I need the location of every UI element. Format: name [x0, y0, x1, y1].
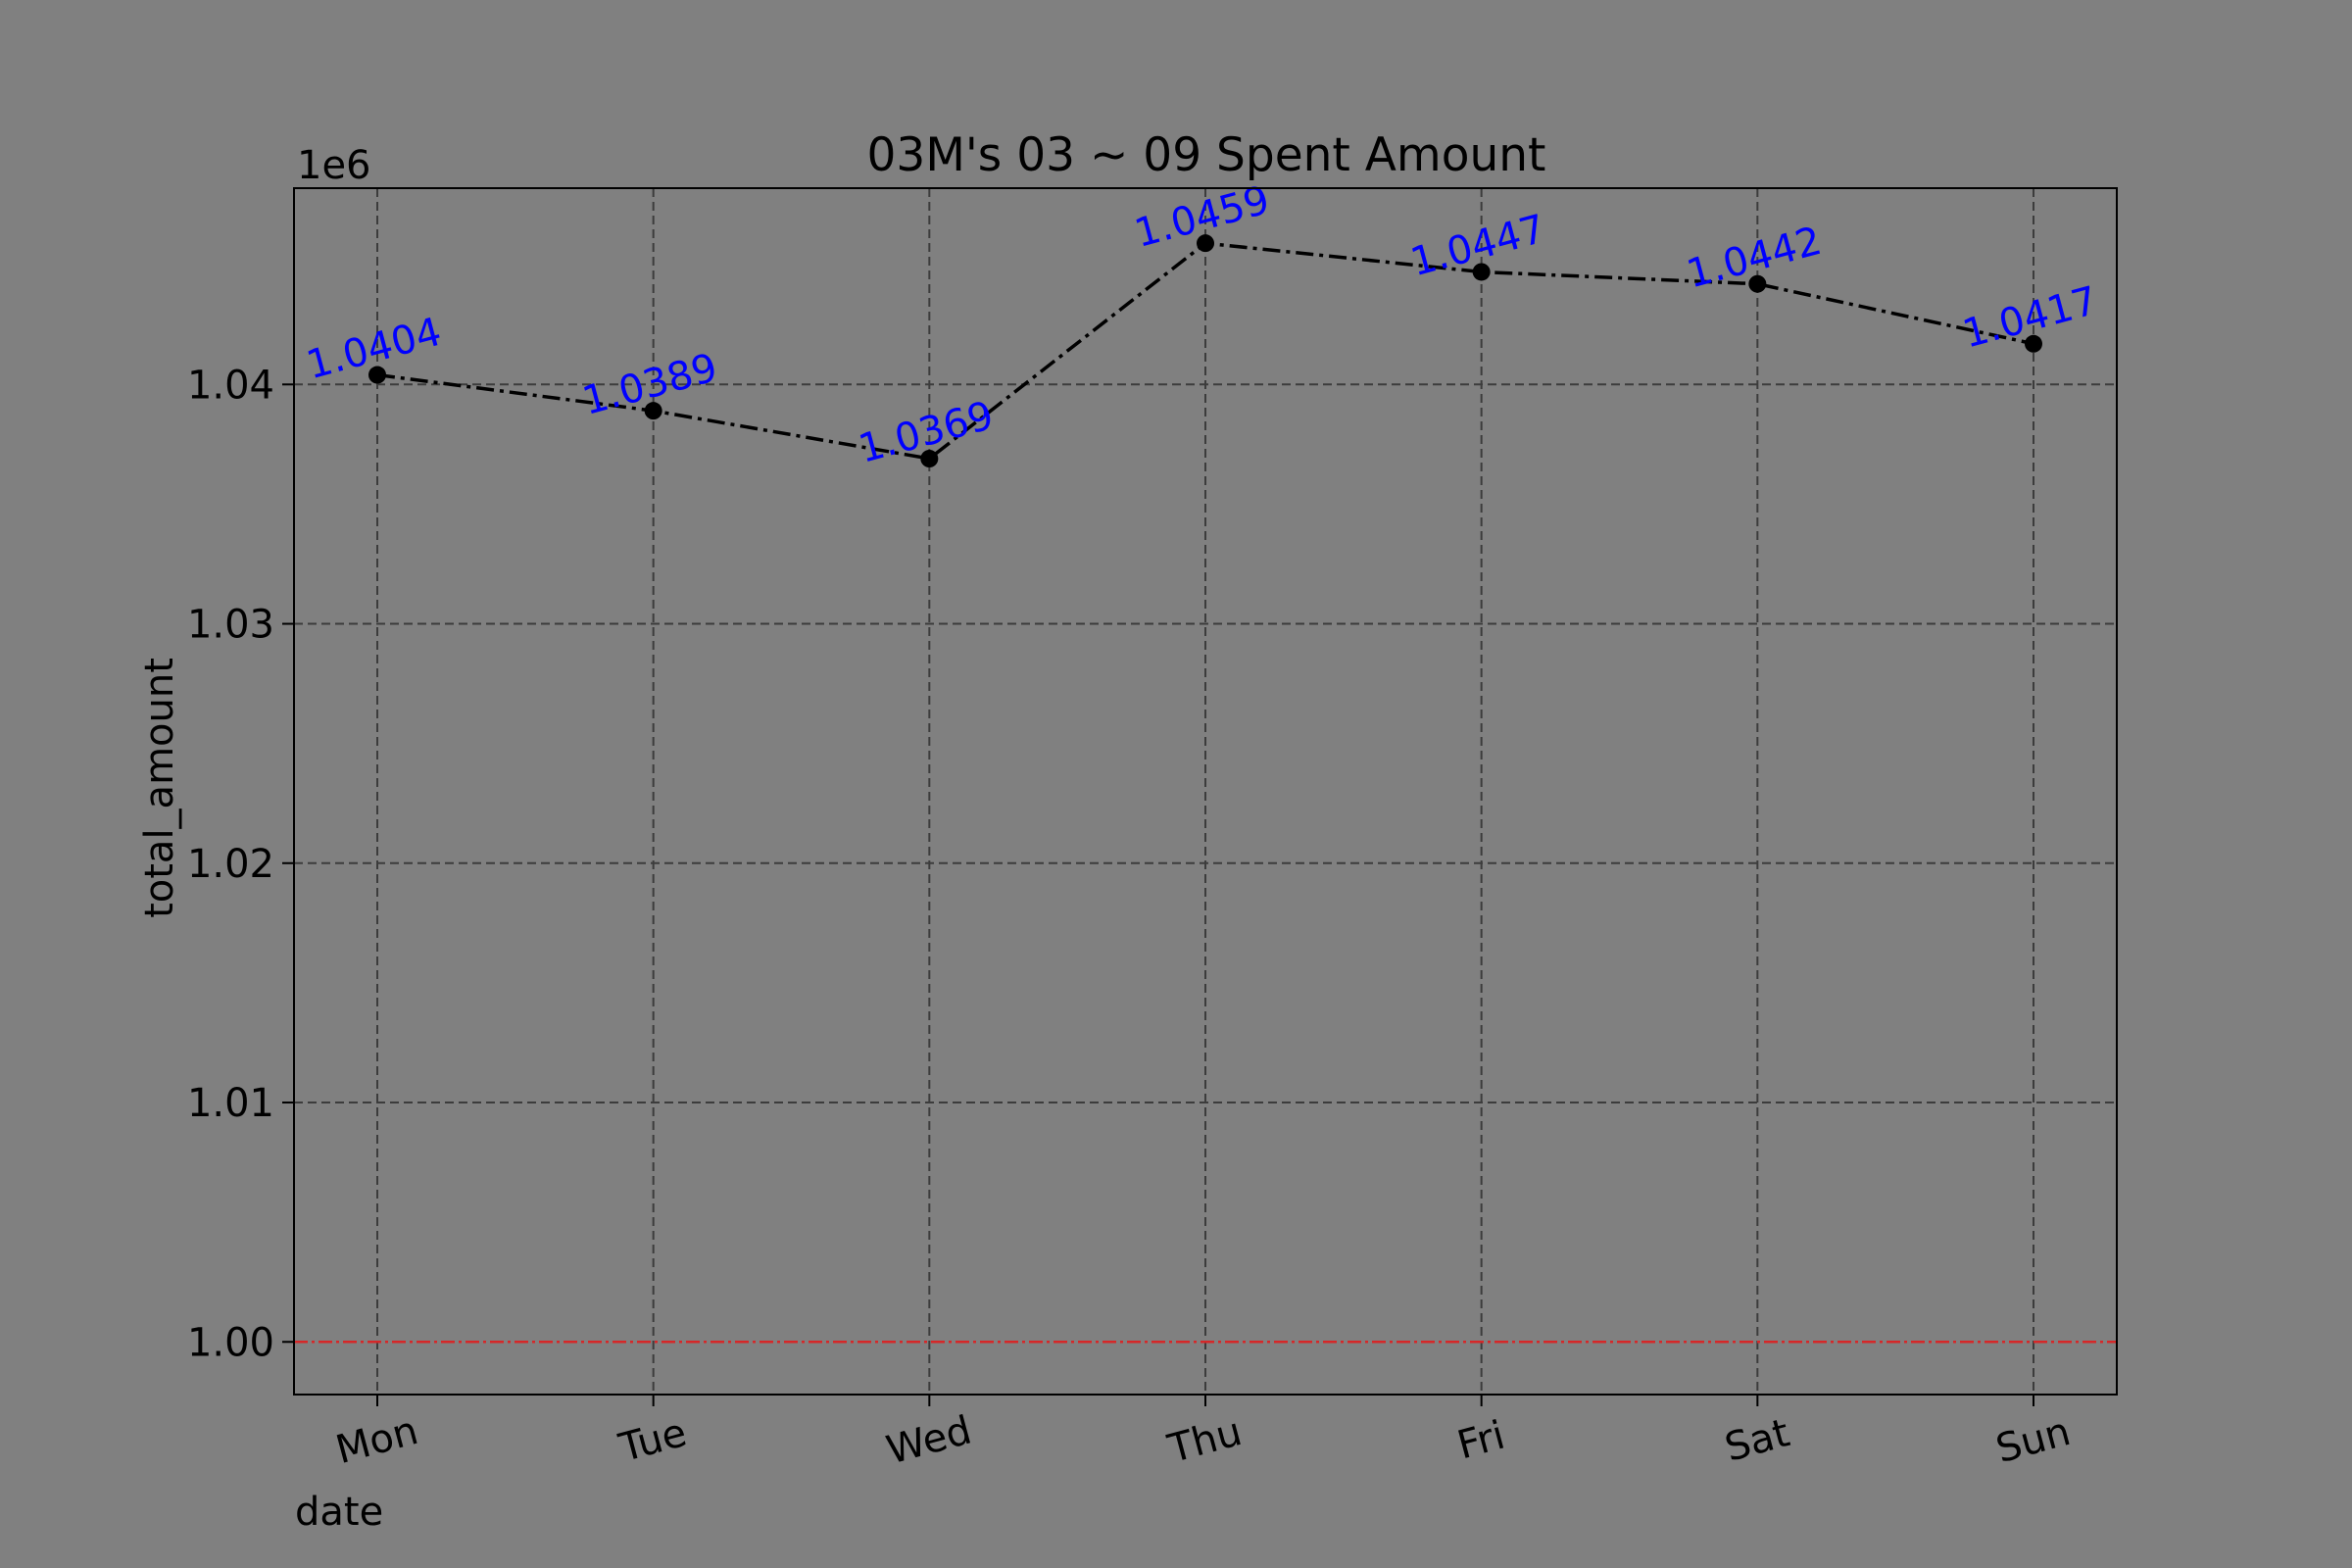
x-tick-label: Fri [1452, 1413, 1509, 1469]
y-axis-label: total_amount [137, 658, 182, 918]
ticks-layer: Mon Tue Wed Thu Fri Sat Sun 1.00 1.01 1.02 1.03 1.0… [187, 363, 2076, 1473]
x-tick-label: Sat [1720, 1410, 1793, 1470]
y-tick-label: 1.04 [187, 363, 274, 408]
series-layer [368, 234, 2042, 467]
data-point [368, 366, 386, 384]
x-tick-label: Thu [1163, 1409, 1247, 1472]
data-point [1748, 274, 1767, 293]
x-tick-label: Sun [1991, 1409, 2075, 1472]
data-point [1197, 234, 1214, 253]
y-tick-label: 1.01 [187, 1081, 274, 1126]
x-tick-label: Mon [331, 1408, 422, 1473]
y-tick-label: 1.00 [187, 1320, 274, 1365]
y-offset-label: 1e6 [297, 143, 371, 188]
grid-layer [294, 188, 2117, 1395]
data-point [1472, 263, 1491, 281]
y-tick-label: 1.03 [187, 603, 274, 648]
x-tick-label: Wed [882, 1408, 976, 1474]
plot-frame [293, 187, 2118, 1396]
chart-title: 03M's 03 ~ 09 Spent Amount [867, 128, 1546, 182]
x-tick-label: Tue [613, 1410, 691, 1471]
x-axis-label: date [295, 1490, 383, 1535]
data-point [644, 402, 662, 420]
y-tick-label: 1.02 [187, 842, 274, 887]
data-point [920, 449, 939, 467]
data-point [2025, 334, 2042, 353]
